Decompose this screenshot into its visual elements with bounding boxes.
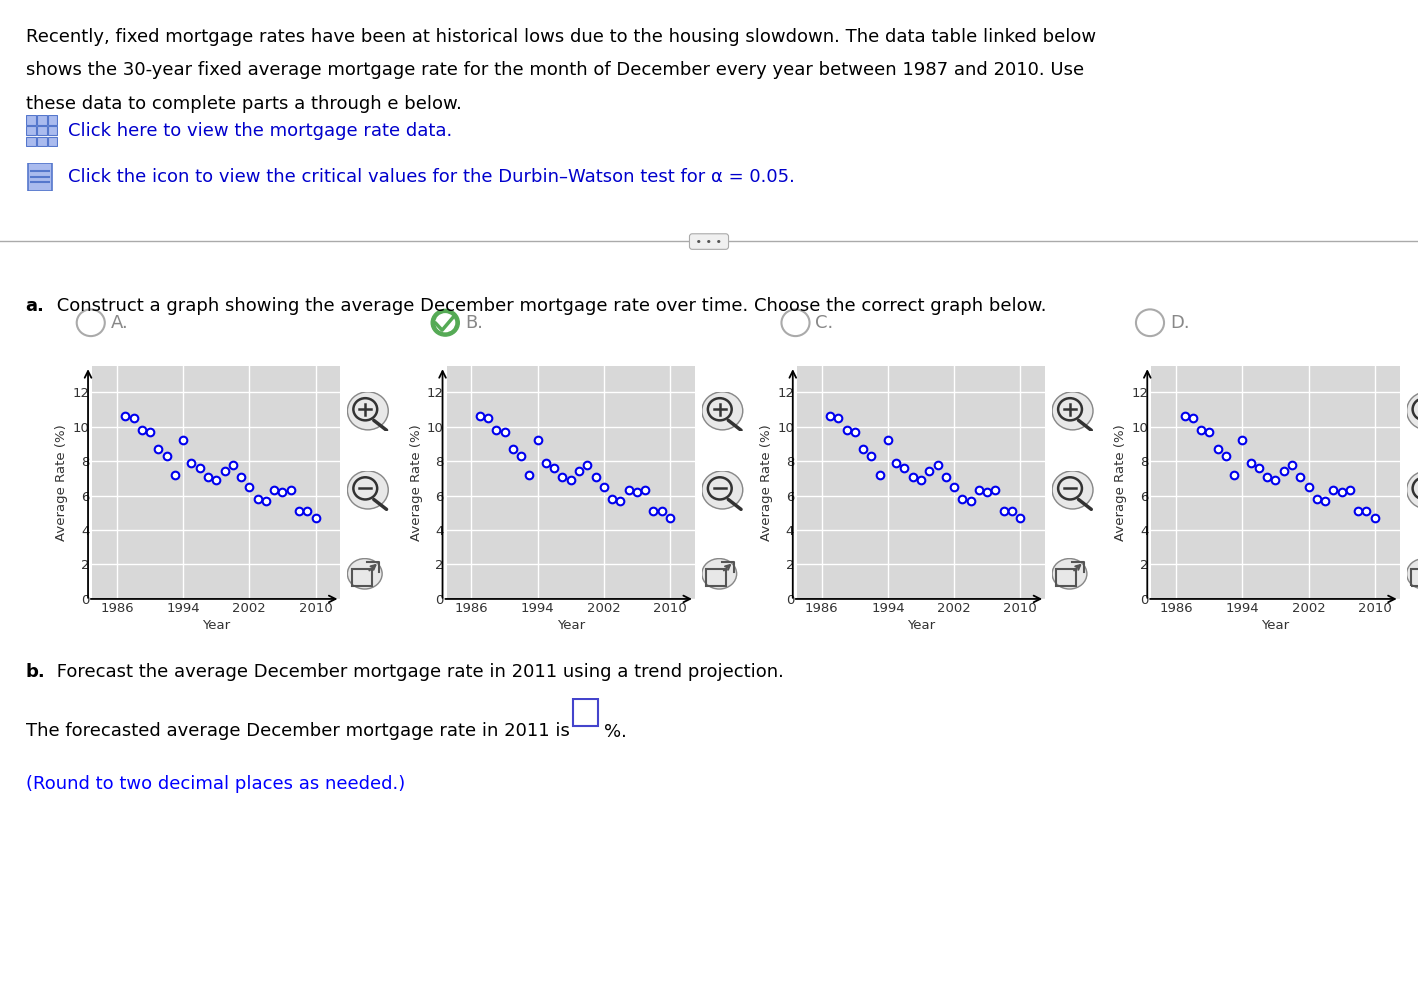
Circle shape <box>1407 392 1418 430</box>
X-axis label: Year: Year <box>908 619 934 632</box>
Text: Click the icon to view the critical values for the Durbin–Watson test for α = 0.: Click the icon to view the critical valu… <box>68 168 795 186</box>
Bar <box>48 137 58 146</box>
Text: (Round to two decimal places as needed.): (Round to two decimal places as needed.) <box>26 775 404 793</box>
FancyBboxPatch shape <box>573 699 598 727</box>
Bar <box>26 137 35 146</box>
Bar <box>706 569 726 586</box>
Bar <box>26 126 35 136</box>
Circle shape <box>1407 558 1418 589</box>
Bar <box>48 116 58 125</box>
Text: C.: C. <box>815 314 834 332</box>
Y-axis label: Average Rate (%): Average Rate (%) <box>55 425 68 541</box>
Text: The forecasted average December mortgage rate in 2011 is: The forecasted average December mortgage… <box>26 722 570 740</box>
Text: Construct a graph showing the average December mortgage rate over time. Choose t: Construct a graph showing the average De… <box>51 297 1046 315</box>
Circle shape <box>702 392 743 430</box>
Circle shape <box>702 471 743 509</box>
Circle shape <box>347 471 389 509</box>
Bar <box>1056 569 1076 586</box>
Bar <box>37 126 47 136</box>
X-axis label: Year: Year <box>1262 619 1289 632</box>
Text: a.: a. <box>26 297 44 315</box>
Text: shows the 30-year fixed average mortgage rate for the month of December every ye: shows the 30-year fixed average mortgage… <box>26 61 1083 79</box>
Text: %.: %. <box>604 723 627 741</box>
Circle shape <box>1407 471 1418 509</box>
Y-axis label: Average Rate (%): Average Rate (%) <box>410 425 423 541</box>
Text: B.: B. <box>465 314 484 332</box>
Bar <box>48 126 58 136</box>
Circle shape <box>431 309 459 337</box>
Bar <box>37 137 47 146</box>
Circle shape <box>435 314 455 332</box>
Text: b.: b. <box>26 663 45 681</box>
Bar <box>26 116 35 125</box>
Circle shape <box>347 392 389 430</box>
Bar <box>37 116 47 125</box>
Circle shape <box>1052 392 1093 430</box>
Circle shape <box>347 558 381 589</box>
Bar <box>352 569 372 586</box>
Text: Click here to view the mortgage rate data.: Click here to view the mortgage rate dat… <box>68 122 452 140</box>
Text: D.: D. <box>1170 314 1190 332</box>
Text: Forecast the average December mortgage rate in 2011 using a trend projection.: Forecast the average December mortgage r… <box>51 663 784 681</box>
Bar <box>28 163 51 191</box>
X-axis label: Year: Year <box>557 619 584 632</box>
Circle shape <box>1052 558 1086 589</box>
Bar <box>1411 569 1418 586</box>
Text: • • •: • • • <box>692 237 726 247</box>
Y-axis label: Average Rate (%): Average Rate (%) <box>1115 425 1127 541</box>
Y-axis label: Average Rate (%): Average Rate (%) <box>760 425 773 541</box>
X-axis label: Year: Year <box>203 619 230 632</box>
Text: A.: A. <box>111 314 129 332</box>
Text: these data to complete parts a through e below.: these data to complete parts a through e… <box>26 95 461 113</box>
Circle shape <box>1052 471 1093 509</box>
Circle shape <box>702 558 736 589</box>
Text: Recently, fixed mortgage rates have been at historical lows due to the housing s: Recently, fixed mortgage rates have been… <box>26 28 1096 46</box>
